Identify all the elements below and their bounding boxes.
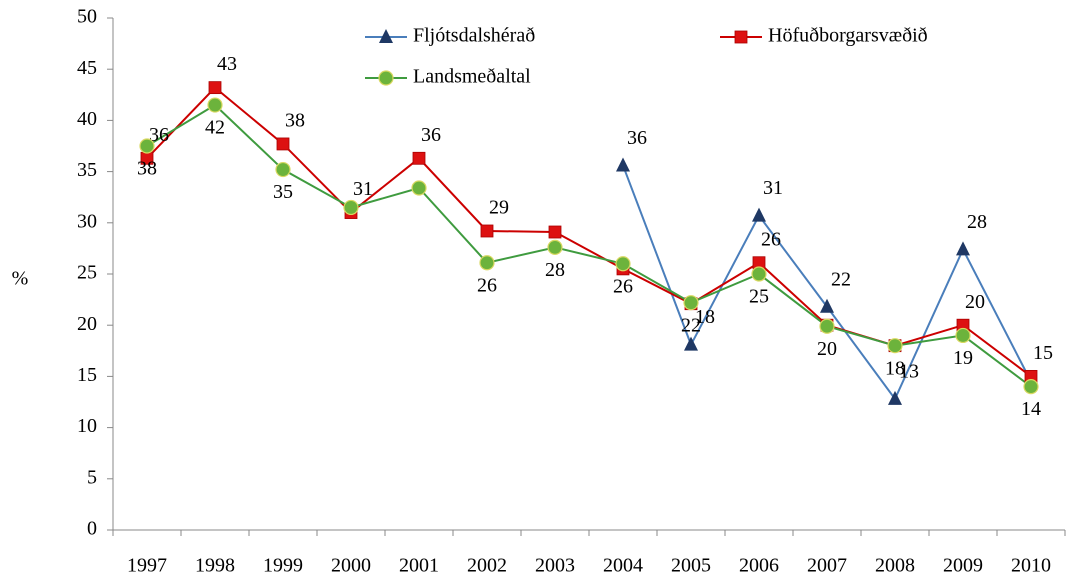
data-label: 26 <box>613 275 633 297</box>
data-point <box>275 161 291 178</box>
legend-marker <box>379 29 393 43</box>
data-point <box>615 256 631 272</box>
data-label: 20 <box>965 291 985 313</box>
data-point <box>411 180 427 196</box>
data-label: 28 <box>967 211 987 233</box>
y-tick-label: 40 <box>77 108 97 130</box>
data-label: 18 <box>885 357 905 379</box>
y-tick-label: 35 <box>77 159 97 181</box>
data-point <box>343 199 359 216</box>
data-label: 14 <box>1021 398 1041 420</box>
legend-label: Höfuðborgarsvæðið <box>768 25 928 47</box>
data-label: 38 <box>285 110 305 132</box>
data-point <box>955 327 971 344</box>
y-tick-label: 45 <box>77 57 97 79</box>
data-label: 38 <box>137 158 157 180</box>
data-point <box>751 266 767 282</box>
data-label: 25 <box>749 286 769 308</box>
x-tick-label: 2007 <box>807 555 847 577</box>
x-tick-label: 2004 <box>603 555 643 577</box>
x-tick-label: 1997 <box>127 555 167 577</box>
data-label: 36 <box>421 124 441 146</box>
series-line <box>146 103 1032 388</box>
data-point <box>684 336 698 351</box>
data-label: 26 <box>761 228 781 250</box>
data-point <box>207 97 223 113</box>
x-tick-label: 2008 <box>875 555 915 577</box>
legend-label: Landsmeðaltal <box>413 66 531 88</box>
data-point <box>819 318 835 334</box>
y-tick-label: 10 <box>77 415 97 437</box>
y-tick-label: 15 <box>77 364 97 386</box>
y-tick-label: 50 <box>77 6 97 28</box>
x-tick-label: 2009 <box>943 555 983 577</box>
x-tick-label: 2003 <box>535 555 575 577</box>
x-tick-label: 2000 <box>331 555 371 577</box>
data-label: 26 <box>477 274 497 296</box>
data-point <box>479 255 495 271</box>
x-tick-label: 2005 <box>671 555 711 577</box>
data-label: 43 <box>217 53 237 75</box>
data-point <box>616 157 630 172</box>
y-tick-label: 0 <box>87 518 97 540</box>
legend-marker <box>378 70 394 86</box>
legend-label: Fljótsdalshérað <box>413 25 535 47</box>
data-point <box>956 241 970 256</box>
data-point <box>412 151 426 165</box>
x-tick-label: 2006 <box>739 555 779 577</box>
data-label: 31 <box>763 177 783 199</box>
data-label: 35 <box>273 181 293 203</box>
data-label: 36 <box>627 127 647 149</box>
data-label: 29 <box>489 197 509 219</box>
data-point <box>480 224 494 238</box>
y-tick-label: 30 <box>77 210 97 232</box>
data-label: 22 <box>831 268 851 290</box>
data-point <box>548 225 562 239</box>
data-point <box>752 207 766 222</box>
data-label: 31 <box>353 178 373 200</box>
x-tick-label: 1998 <box>195 555 235 577</box>
x-tick-label: 2001 <box>399 555 439 577</box>
data-label: 18 <box>695 306 715 328</box>
data-point <box>683 295 699 311</box>
data-point <box>547 239 563 255</box>
data-label: 13 <box>899 361 919 383</box>
data-point <box>1023 379 1039 395</box>
data-label: 36 <box>149 124 169 146</box>
data-point <box>888 390 902 405</box>
series-line <box>146 86 1032 378</box>
legend-marker <box>734 30 748 44</box>
y-tick-label: 20 <box>77 313 97 335</box>
data-point <box>139 138 155 154</box>
data-point <box>208 81 222 95</box>
data-point <box>276 137 290 151</box>
data-label: 28 <box>545 259 565 281</box>
x-tick-label: 2010 <box>1011 555 1051 577</box>
data-label: 19 <box>953 347 973 369</box>
data-point <box>820 298 834 313</box>
data-point <box>887 338 903 354</box>
data-label: 22 <box>681 314 701 336</box>
data-label: 42 <box>205 117 225 139</box>
y-axis-label: % <box>12 268 29 290</box>
y-tick-label: 5 <box>87 466 97 488</box>
y-tick-label: 25 <box>77 262 97 284</box>
x-tick-label: 1999 <box>263 555 303 577</box>
data-label: 20 <box>817 338 837 360</box>
x-tick-label: 2002 <box>467 555 507 577</box>
data-label: 15 <box>1033 342 1053 364</box>
